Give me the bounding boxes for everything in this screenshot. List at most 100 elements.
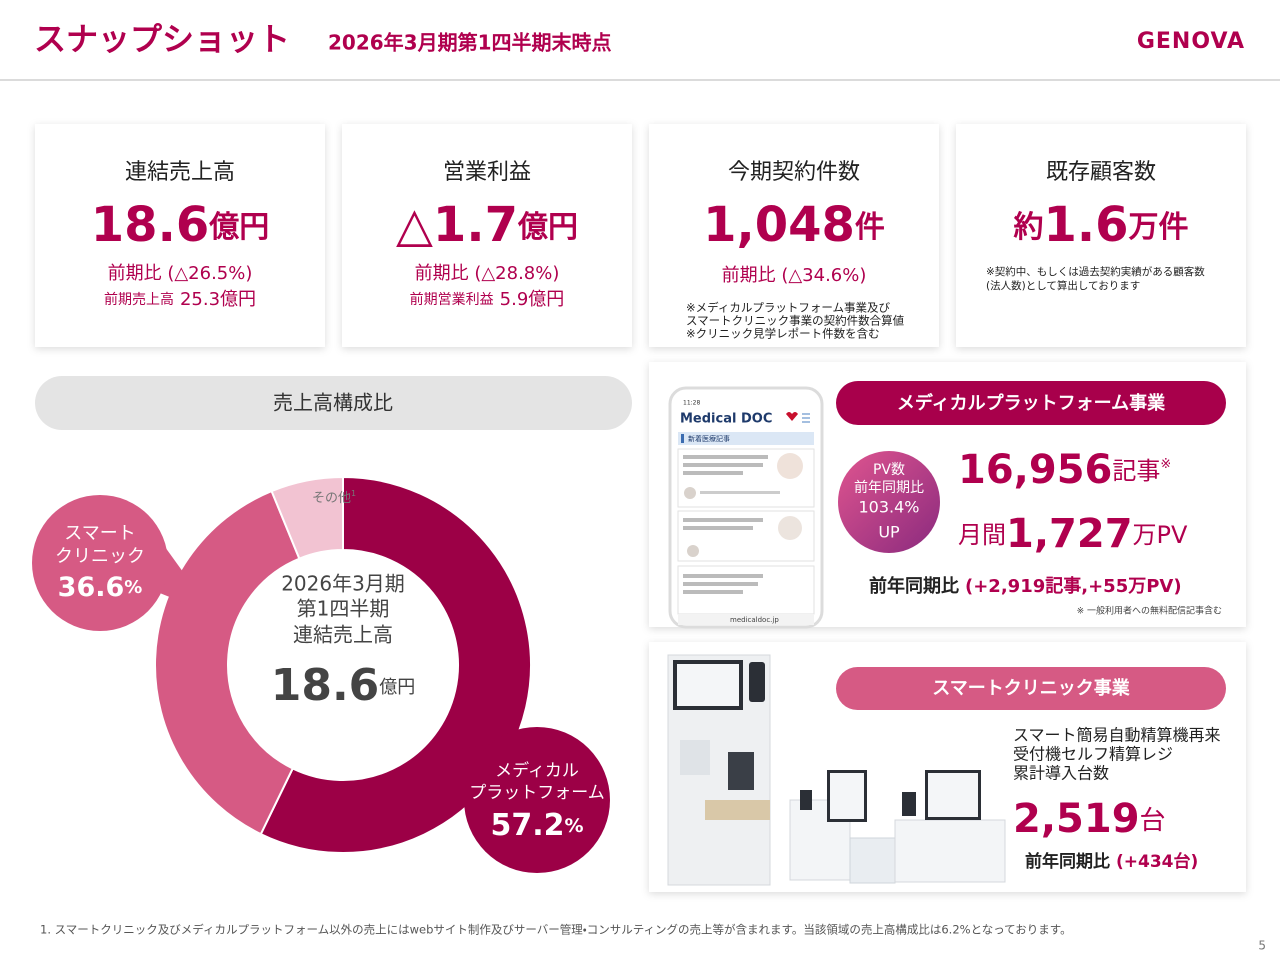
monthly-number: 1,727 (1006, 511, 1133, 557)
center-line: 連結売上高 (293, 623, 393, 647)
pv-badge-text: 103.4% (858, 498, 919, 517)
register-display (830, 773, 864, 819)
comparison-value: (+2,919記事,+55万PV) (965, 575, 1182, 597)
kpi-label: 連結売上高 (125, 160, 235, 185)
kpi-card (956, 124, 1246, 347)
logo: GENOVA (1137, 29, 1245, 54)
smart-clinic-panel: スマートクリニック事業 スマート簡易自動精算機再来 受付機セルフ精算レジ 累計導… (649, 642, 1246, 892)
article-line (683, 471, 743, 475)
kpi-value: △1.7億円 (396, 197, 578, 253)
phone-brand: Medical DOC (680, 412, 772, 427)
article-mark: ※ (1160, 457, 1171, 472)
callout-bubble (32, 495, 168, 631)
install-unit: 台 (1140, 806, 1166, 836)
phone-section: 新着医療記事 (688, 434, 730, 443)
donut-labels: その他1 2026年3月期 第1四半期 連結売上高 18.6億円 スマート クリ… (32, 489, 610, 873)
page-title: スナップショット (34, 20, 290, 58)
kpi-unit: 件 (855, 210, 885, 245)
article-line (683, 463, 763, 467)
pv-badge-text: PV数 (873, 462, 905, 478)
article-line (683, 582, 758, 586)
comparison-label: 前年同期比 (869, 575, 959, 597)
card-reader (749, 662, 765, 702)
desk-reader (902, 792, 916, 816)
kiosk-display (677, 664, 739, 706)
kpi-note: ※メディカルプラットフォーム事業及び (686, 301, 890, 315)
kpi-unit: 億円 (208, 210, 269, 245)
kpi-number: 1,048 (703, 197, 855, 253)
kpi-previous-value: 5.9億円 (500, 289, 565, 310)
kpi-card (342, 124, 632, 347)
kpi-previous: 前期営業利益 5.9億円 (410, 289, 565, 310)
center-unit: 億円 (379, 677, 415, 698)
segment-unit: % (124, 577, 142, 598)
article-line (700, 491, 780, 494)
center-value: 18.6億円 (271, 660, 416, 711)
kpi-change: 前期比 (△26.5%) (108, 263, 253, 284)
article-line (683, 574, 763, 578)
center-line: 第1四半期 (297, 597, 390, 621)
article-line (683, 455, 768, 459)
kpi-value: 18.6億円 (91, 197, 269, 253)
phone-section-accent (681, 434, 684, 443)
register-reader (800, 790, 812, 810)
article-photo (777, 453, 803, 479)
kpi-previous: 前期売上高 25.3億円 (104, 289, 256, 310)
callout-label: プラットフォーム (469, 783, 605, 803)
badge (836, 381, 1226, 425)
article-line (683, 590, 743, 594)
segment-unit: % (564, 815, 583, 837)
kpi-number: △1.7 (396, 197, 518, 253)
footnote-mark: 1 (351, 489, 356, 498)
kpi-note: スマートクリニック事業の契約件数合算値 (686, 314, 905, 328)
pv-badge (838, 451, 940, 553)
article-unit: 記事 (1112, 457, 1160, 485)
callout-value: 57.2% (490, 808, 583, 843)
article-line (683, 518, 763, 522)
callout-label: クリニック (55, 546, 145, 567)
phone-url-bar (678, 614, 814, 625)
kpi-note: ※クリニック見学レポート件数を含む (686, 327, 880, 341)
kiosk-slot (728, 752, 754, 790)
medical-panel: 11:28 Medical DOC 新着医療記事 medicaldoc.jp メ… (649, 362, 1246, 629)
kpi-number: 18.6 (91, 197, 209, 253)
center-line: 2026年3月期 (281, 572, 405, 596)
kpi-value: 約1.6万件 (1013, 197, 1188, 253)
kpi-previous-label: 前期営業利益 (410, 291, 494, 308)
kpi-cards: 連結売上高 18.6億円 前期比 (△26.5%) 前期売上高 25.3億円 営業… (35, 124, 1246, 347)
kpi-label: 営業利益 (443, 160, 531, 185)
segment-name: その他 (312, 491, 351, 506)
register-base (849, 837, 896, 884)
kpi-card (649, 124, 939, 347)
install-count: 2,519台 (1013, 796, 1166, 842)
comparison: 前年同期比 (+434台) (1025, 851, 1198, 872)
note: ※ 一般利用者への無料配信記事含む (1077, 605, 1222, 617)
comparison: 前年同期比 (+2,919記事,+55万PV) (869, 575, 1182, 597)
article-line (683, 526, 753, 530)
kiosk-shelf (705, 800, 770, 820)
kpi-unit: 億円 (517, 210, 578, 245)
segment-value: 57.2 (490, 808, 564, 843)
page-number: 5 (1258, 939, 1266, 953)
description: 受付機セルフ精算レジ (1013, 745, 1173, 764)
callout-bubble (464, 727, 610, 873)
article-number: 16,956 (958, 447, 1112, 493)
center-number: 18.6 (271, 660, 380, 711)
kiosk-panel (680, 740, 710, 775)
donut-segment (270, 475, 344, 560)
phone-section-bar (678, 432, 814, 445)
kpi-change: 前期比 (△34.6%) (722, 265, 867, 286)
phone-url: medicaldoc.jp (730, 616, 779, 624)
callout-value: 36.6% (58, 572, 143, 603)
badge (836, 667, 1226, 710)
callout-label: スマート (64, 523, 135, 544)
kpi-previous-label: 前期売上高 (104, 291, 174, 308)
kpi-prefix: 約 (1013, 210, 1043, 245)
monthly-unit: 万PV (1133, 521, 1188, 549)
monthly-pv: 月間1,727万PV (958, 511, 1188, 557)
desk-display (928, 773, 978, 817)
segment-label: その他1 (312, 489, 356, 506)
description: 累計導入台数 (1013, 764, 1109, 783)
heart-icon (786, 412, 798, 421)
